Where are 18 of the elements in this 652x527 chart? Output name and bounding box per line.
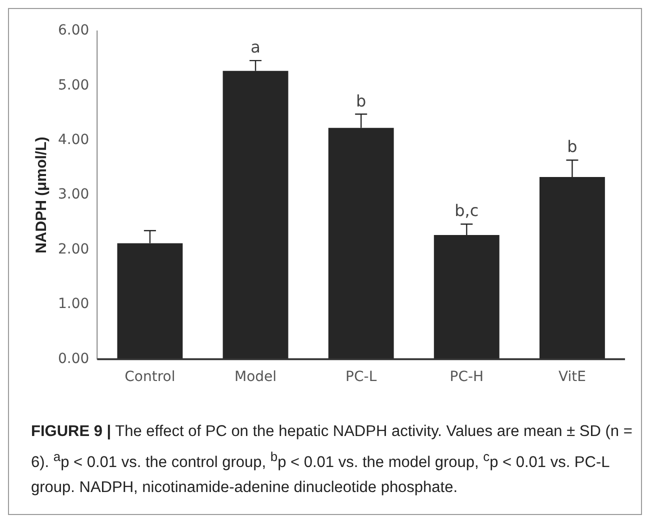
y-tick-label: 0.00 xyxy=(58,350,90,367)
y-tick-label: 1.00 xyxy=(58,296,90,312)
annotation: b,c xyxy=(454,201,479,220)
y-tick-label: 5.00 xyxy=(58,77,90,94)
annotation: b xyxy=(356,91,366,110)
annotation: a xyxy=(250,38,260,57)
x-tick-label: PC-L xyxy=(346,369,377,386)
y-tick-label: 3.00 xyxy=(58,186,90,203)
y-tick-label: 6.00 xyxy=(58,22,90,39)
x-tick-label: Model xyxy=(234,369,277,386)
x-tick-label: Control xyxy=(124,369,176,386)
x-tick-label: VitE xyxy=(558,369,586,386)
text: FIGURE 9 | xyxy=(31,423,112,440)
y-axis-title: NADPH (μmol/L) xyxy=(33,136,50,254)
x-tick-label: PC-H xyxy=(450,369,484,386)
y-tick-label: 2.00 xyxy=(58,241,90,258)
y-tick-label: 4.00 xyxy=(58,132,90,148)
annotation: b xyxy=(567,137,578,156)
